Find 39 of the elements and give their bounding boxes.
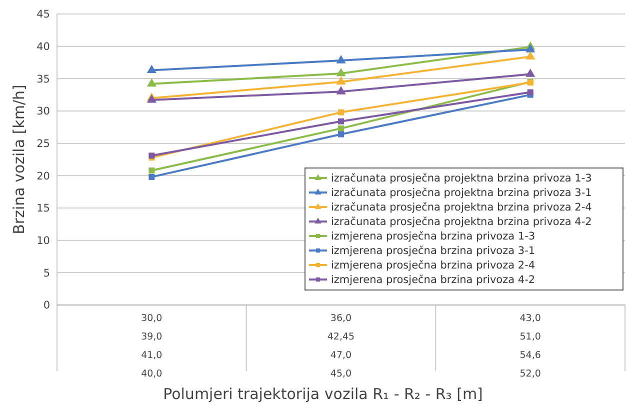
point (338, 125, 344, 132)
y-tick-label: 15 (36, 202, 50, 215)
point (338, 118, 344, 124)
legend-label: izmjerena prosječna brzina privoza 1-3 (331, 230, 536, 243)
y-tick-label: 45 (36, 8, 50, 21)
point (338, 131, 344, 138)
point (526, 44, 536, 52)
y-tick-label: 40 (36, 41, 50, 54)
y-tick-label: 10 (36, 235, 50, 248)
y-tick-label: 25 (36, 138, 50, 150)
legend-label: izmjerena prosječna brzina privoza 3-1 (331, 245, 536, 258)
point (526, 51, 536, 60)
legend-label: izračunata prosječna projektna brzina privoza 1-3 (331, 172, 592, 185)
point (146, 64, 156, 74)
legend-label: izmjerena prosječna brzina privoza 2-4 (331, 260, 536, 272)
point (336, 76, 346, 85)
x-tick-label: 43,0 51,0 54,6 52,0 (520, 313, 541, 380)
point (146, 78, 156, 87)
x-axis-title: Polumjeri trajektorija vozila R₁ - R₂ - R₃ [m] (163, 385, 483, 403)
y-tick-label: 0 (43, 300, 50, 312)
point (336, 55, 346, 64)
y-tick-label: 35 (36, 73, 50, 86)
y-tick-label: 5 (43, 267, 50, 280)
x-tick-label: 30,0 39,0 41,0 40,0 (141, 313, 162, 380)
y-tick-label: 20 (36, 170, 50, 182)
point (526, 68, 536, 77)
point (527, 89, 534, 96)
point (338, 109, 344, 116)
point (336, 68, 346, 76)
point (148, 167, 155, 174)
legend-label: izračunata prosječna projektna brzina privoza 3-1 (331, 187, 592, 200)
point (148, 174, 155, 180)
legend-label: izračunata prosječna projektna brzina privoza 4-2 (331, 216, 592, 228)
legend-label: izračunata prosječna projektna brzina privoza 2-4 (331, 202, 592, 214)
point (336, 86, 346, 94)
x-tick-label: 36,0 42,45 47,0 45,0 (327, 313, 355, 380)
y-tick-label: 30 (36, 106, 50, 118)
y-axis-title: Brzina vozila [km/h] (10, 84, 28, 234)
legend-label: izmjerena prosječna brzina privoza 4-2 (331, 274, 536, 286)
